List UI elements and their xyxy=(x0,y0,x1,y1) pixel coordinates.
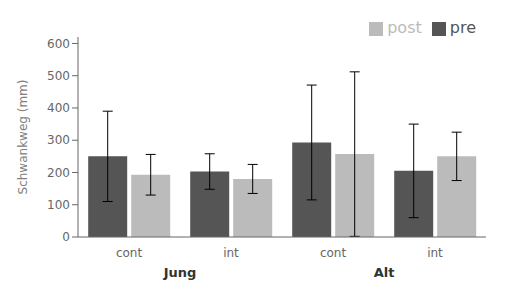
svg-text:0: 0 xyxy=(62,230,70,244)
svg-text:Alt: Alt xyxy=(374,265,395,280)
svg-text:300: 300 xyxy=(47,133,70,147)
svg-text:cont: cont xyxy=(116,246,143,260)
svg-text:cont: cont xyxy=(320,246,347,260)
svg-text:100: 100 xyxy=(47,198,70,212)
svg-text:int: int xyxy=(427,246,443,260)
html-text:pre: pre xyxy=(449,18,476,37)
svg-text:int: int xyxy=(223,246,239,260)
svg-text:400: 400 xyxy=(47,101,70,115)
svg-text:600: 600 xyxy=(47,37,70,51)
svg-text:200: 200 xyxy=(47,166,70,180)
svg-text:500: 500 xyxy=(47,69,70,83)
svg-text:Jung: Jung xyxy=(163,265,197,280)
svg-text:Schwankweg (mm): Schwankweg (mm) xyxy=(16,80,30,195)
html-text:post: post xyxy=(387,18,422,37)
